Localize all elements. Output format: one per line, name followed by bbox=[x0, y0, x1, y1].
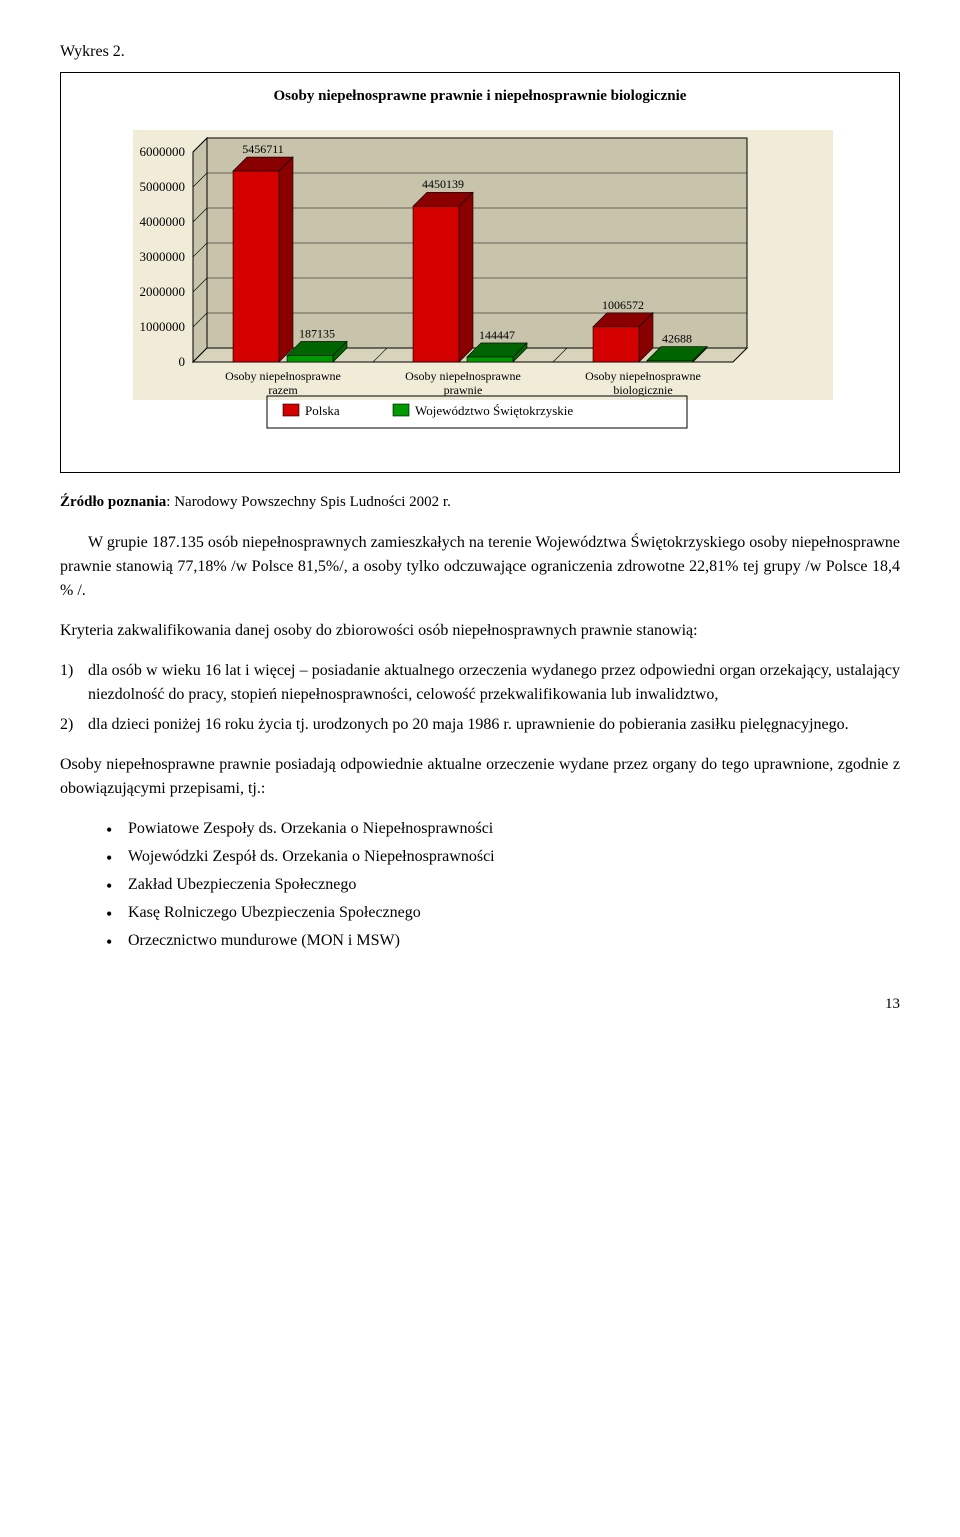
list-item: Orzecznictwo mundurowe (MON i MSW) bbox=[128, 929, 900, 953]
criteria-list: dla osób w wieku 16 lat i więcej – posia… bbox=[60, 659, 900, 737]
chart-plot: 0 1000000 2000000 3000000 4000000 5000000 6000… bbox=[73, 122, 887, 460]
list-item: Powiatowe Zespoły ds. Orzekania o Niepeł… bbox=[128, 817, 900, 841]
svg-text:razem: razem bbox=[268, 383, 298, 397]
paragraph-2: Kryteria zakwalifikowania danej osoby do… bbox=[60, 619, 900, 643]
svg-text:42688: 42688 bbox=[662, 331, 692, 345]
source-value: : Narodowy Powszechny Spis Ludności 2002… bbox=[166, 494, 451, 510]
bar-chart-svg: 0 1000000 2000000 3000000 4000000 5000000 6000… bbox=[73, 122, 833, 452]
svg-text:Polska: Polska bbox=[305, 403, 340, 418]
list-item: Kasę Rolniczego Ubezpieczenia Społeczneg… bbox=[128, 901, 900, 925]
svg-text:1006572: 1006572 bbox=[602, 297, 644, 311]
svg-text:Osoby niepełnosprawne: Osoby niepełnosprawne bbox=[225, 369, 341, 383]
svg-text:187135: 187135 bbox=[299, 326, 335, 340]
svg-text:Osoby niepełnosprawne: Osoby niepełnosprawne bbox=[405, 369, 521, 383]
svg-text:2000000: 2000000 bbox=[140, 284, 186, 299]
figure-heading: Wykres 2. bbox=[60, 40, 900, 64]
svg-text:prawnie: prawnie bbox=[444, 383, 483, 397]
list-item: Zakład Ubezpieczenia Społecznego bbox=[128, 873, 900, 897]
paragraph-1: W grupie 187.135 osób niepełnosprawnych … bbox=[60, 531, 900, 603]
svg-text:3000000: 3000000 bbox=[140, 249, 186, 264]
svg-text:6000000: 6000000 bbox=[140, 144, 186, 159]
svg-text:Osoby niepełnosprawne: Osoby niepełnosprawne bbox=[585, 369, 701, 383]
svg-text:biologicznie: biologicznie bbox=[613, 383, 672, 397]
list-item: dla dzieci poniżej 16 roku życia tj. uro… bbox=[60, 713, 900, 737]
authorities-list: Powiatowe Zespoły ds. Orzekania o Niepeł… bbox=[60, 817, 900, 953]
list-item: dla osób w wieku 16 lat i więcej – posia… bbox=[60, 659, 900, 707]
svg-text:Województwo Świętokrzyskie: Województwo Świętokrzyskie bbox=[415, 403, 573, 418]
chart-title: Osoby niepełnosprawne prawnie i niepełno… bbox=[73, 85, 887, 108]
svg-text:144447: 144447 bbox=[479, 327, 515, 341]
chart-source: Źródło poznania: Narodowy Powszechny Spi… bbox=[60, 491, 900, 514]
svg-text:0: 0 bbox=[179, 354, 186, 369]
svg-text:5000000: 5000000 bbox=[140, 179, 186, 194]
source-label: Źródło poznania bbox=[60, 494, 166, 510]
svg-text:4450139: 4450139 bbox=[422, 177, 464, 191]
chart-container: Osoby niepełnosprawne prawnie i niepełno… bbox=[60, 72, 900, 473]
list-item: Wojewódzki Zespół ds. Orzekania o Niepeł… bbox=[128, 845, 900, 869]
svg-text:5456711: 5456711 bbox=[242, 142, 284, 156]
paragraph-3: Osoby niepełnosprawne prawnie posiadają … bbox=[60, 753, 900, 801]
svg-text:1000000: 1000000 bbox=[140, 319, 186, 334]
svg-text:4000000: 4000000 bbox=[140, 214, 186, 229]
page-number: 13 bbox=[60, 993, 900, 1016]
